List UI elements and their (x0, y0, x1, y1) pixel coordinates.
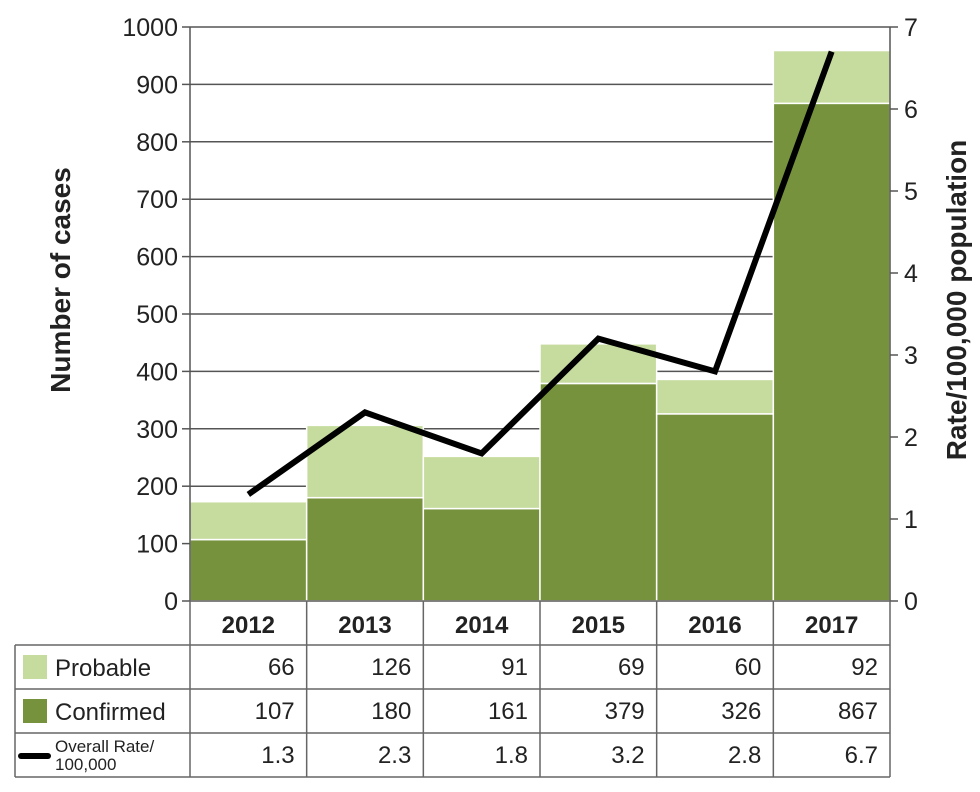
y-tick-label: 300 (136, 416, 178, 444)
bars (189, 49, 891, 602)
bar-probable (189, 500, 308, 541)
y-tick-label: 200 (136, 473, 178, 501)
y-tick-label: 900 (136, 71, 178, 99)
year-label: 2017 (805, 612, 858, 639)
y2-tick-label: 5 (904, 178, 918, 206)
bar-confirmed (539, 382, 658, 602)
table-cell: 2.3 (378, 742, 411, 769)
legend-label-rate-line2: 100,000 (55, 755, 116, 774)
table-cell: 92 (851, 654, 878, 681)
y2-tick-label: 0 (904, 588, 918, 616)
y-tick-label: 100 (136, 531, 178, 559)
table-cell: 107 (255, 698, 295, 725)
table-cell: 180 (371, 698, 411, 725)
bar-confirmed (189, 538, 308, 602)
table-cell: 867 (838, 698, 878, 725)
table-cell: 326 (721, 698, 761, 725)
table-cell: 1.8 (495, 742, 528, 769)
y2-axis-title: Rate/100,000 population (941, 140, 972, 461)
table-cell: 161 (488, 698, 528, 725)
y-tick-label: 0 (164, 588, 178, 616)
year-label: 2012 (222, 612, 275, 639)
rate-line (246, 50, 835, 497)
legend-swatch-confirmed (23, 699, 47, 723)
legend-swatch-probable (23, 655, 47, 679)
bar-probable (422, 455, 541, 510)
table-cell: 6.7 (845, 742, 878, 769)
bar-confirmed (422, 507, 541, 602)
table-cell: 2.8 (728, 742, 761, 769)
y-tick-label: 800 (136, 129, 178, 157)
legend-label-probable: Probable (55, 655, 151, 682)
year-label: 2014 (455, 612, 509, 639)
data-table: 2012 2013 2014 2015 2016 2017 66 126 91 69 60 92 107… (14, 600, 891, 778)
y-axis-title: Number of cases (45, 167, 76, 393)
bar-probable (305, 424, 425, 499)
table-cell: 1.3 (261, 742, 294, 769)
y2-tick-label: 6 (904, 96, 918, 124)
bar-probable (655, 378, 775, 415)
bar-confirmed (655, 413, 775, 602)
y-tick-label: 1000 (122, 14, 178, 42)
y2-tick-label: 7 (904, 14, 918, 42)
legend-label-confirmed: Confirmed (55, 699, 166, 726)
y2-tick-label: 1 (904, 506, 918, 534)
bar-confirmed (772, 102, 891, 602)
table-cell: 66 (268, 654, 295, 681)
y-tick-label: 400 (136, 358, 178, 386)
y-tick-label: 600 (136, 244, 178, 272)
table-cell: 60 (735, 654, 762, 681)
y-tick-label: 500 (136, 301, 178, 329)
year-label: 2016 (688, 612, 741, 639)
year-label: 2013 (338, 612, 391, 639)
table-cell: 126 (371, 654, 411, 681)
axes: 0 100 200 300 400 500 600 700 800 900 1000 0 1 2 3 4 5 6 7 (122, 14, 918, 616)
rate-line-path (246, 50, 835, 497)
y2-tick-label: 4 (904, 260, 918, 288)
bar-confirmed (305, 496, 425, 602)
year-label: 2015 (572, 612, 625, 639)
y2-tick-label: 2 (904, 424, 918, 452)
table-cell: 379 (605, 698, 645, 725)
y2-tick-label: 3 (904, 342, 918, 370)
table-cell: 3.2 (611, 742, 644, 769)
table-cell: 91 (501, 654, 528, 681)
y-tick-label: 700 (136, 186, 178, 214)
table-cell: 69 (618, 654, 645, 681)
legend-label-rate-line1: Overall Rate/ (55, 737, 154, 756)
